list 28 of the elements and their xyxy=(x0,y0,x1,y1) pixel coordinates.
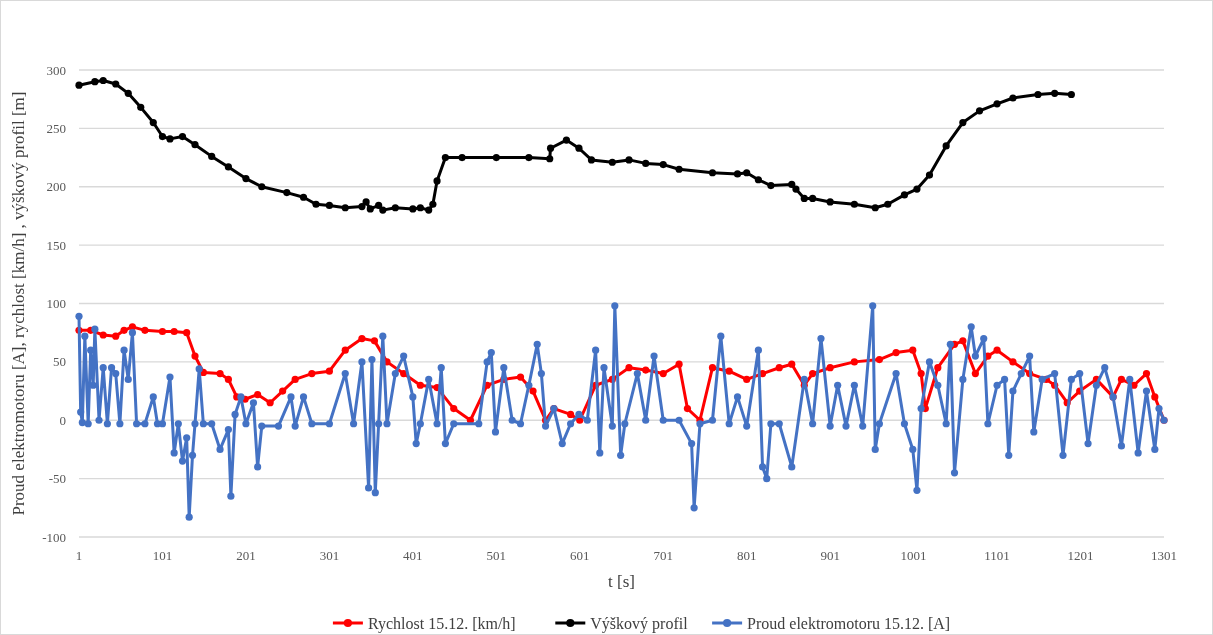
y-tick-label: 100 xyxy=(46,296,66,312)
x-tick-label: 1 xyxy=(75,547,83,563)
legend-label: Rychlost 15.12. [km/h] xyxy=(367,614,516,633)
legend-label: Výškový profil xyxy=(590,614,689,633)
y-tick-label: 250 xyxy=(46,120,66,136)
y-tick-label: -50 xyxy=(48,471,66,487)
y-tick-label: 50 xyxy=(53,354,66,370)
y-tick-label: 150 xyxy=(46,237,66,253)
y-tick-label: 0 xyxy=(59,412,66,428)
y-tick-label: 300 xyxy=(46,62,66,78)
x-tick-label: 1301 xyxy=(1151,547,1177,563)
x-tick-label: 1201 xyxy=(1067,547,1094,563)
legend-label: Proud elektromotoru 15.12. [A] xyxy=(747,614,951,632)
y-tick-label: 200 xyxy=(46,179,66,195)
x-tick-label: 201 xyxy=(236,547,256,563)
x-tick-label: 401 xyxy=(403,547,423,563)
x-tick-label: 101 xyxy=(152,547,173,563)
x-axis-title: t [s] xyxy=(608,572,635,591)
y-tick-label: -100 xyxy=(42,529,66,545)
x-tick-label: 701 xyxy=(653,547,673,563)
y-axis-title: Proud elektromotoru [A], rychlost [km/h] , výškový profil [m] xyxy=(9,91,28,516)
x-tick-label: 901 xyxy=(820,547,840,563)
x-tick-label: 801 xyxy=(736,547,757,563)
x-tick-label: 301 xyxy=(319,547,340,563)
x-tick-label: 501 xyxy=(486,547,507,563)
x-tick-label: 601 xyxy=(570,547,590,563)
x-tick-label: 1101 xyxy=(984,547,1010,563)
x-tick-label: 1001 xyxy=(900,547,927,563)
